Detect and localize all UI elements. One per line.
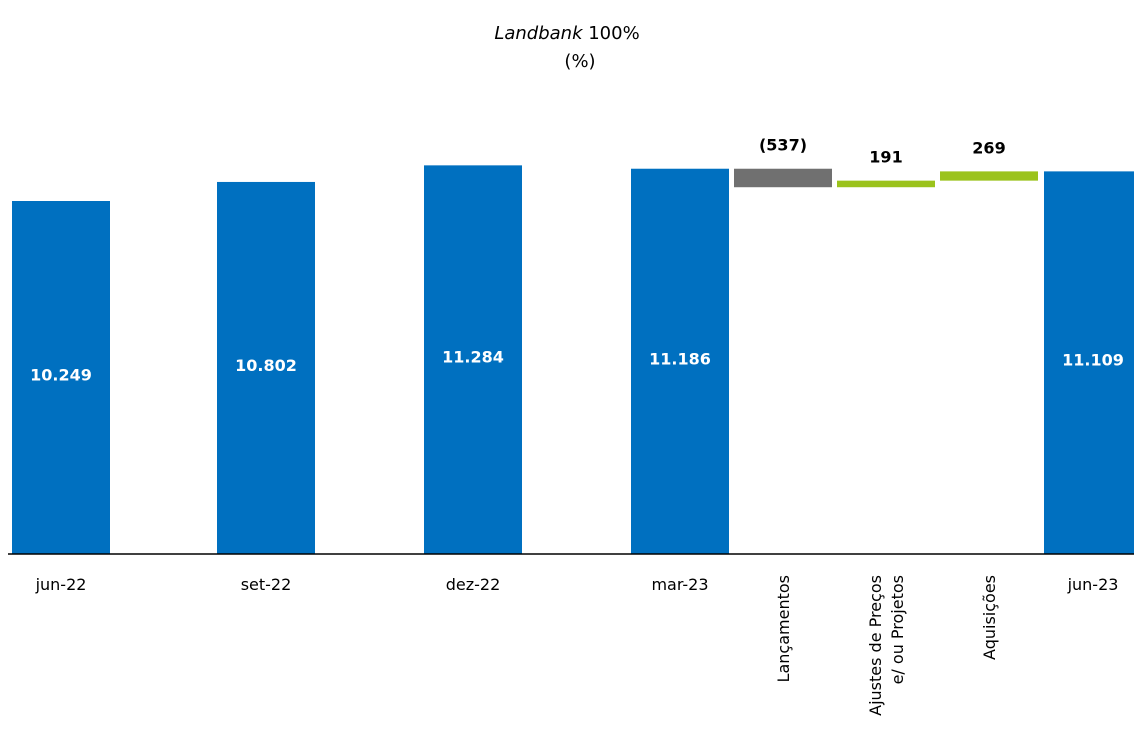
x-tick-label-5-line-1: Lançamentos <box>774 575 793 682</box>
chart-subtitle: (%) <box>564 51 595 72</box>
data-label-3: 11.284 <box>442 348 504 367</box>
data-label-5: (537) <box>759 136 807 155</box>
x-tick-label-2: set-22 <box>241 575 292 594</box>
bars-layer <box>12 165 1134 555</box>
data-label-6: 191 <box>869 148 902 167</box>
x-tick-label-7: Aquisições <box>980 575 999 660</box>
bar-7 <box>940 171 1038 181</box>
chart-title-italic: Landbank <box>494 23 584 44</box>
x-tick-label-6-line-2: e/ ou Projetos <box>888 575 907 684</box>
data-label-8: 11.109 <box>1062 351 1124 370</box>
data-label-1: 10.249 <box>30 366 92 385</box>
data-label-7: 269 <box>972 138 1005 157</box>
bar-3 <box>424 165 522 555</box>
x-tick-label-6: Ajustes de Preços e/ ou Projetos <box>866 575 907 716</box>
x-tick-label-5: Lançamentos <box>774 575 793 682</box>
data-label-2: 10.802 <box>235 356 297 375</box>
chart-title: Landbank 100% <box>494 23 639 44</box>
x-tick-label-8: jun-23 <box>1067 575 1119 594</box>
bar-5 <box>734 168 832 188</box>
x-tick-label-1: jun-22 <box>35 575 87 594</box>
x-tick-label-3: dez-22 <box>446 575 501 594</box>
chart-title-rest: 100% <box>583 23 640 44</box>
data-label-4: 11.186 <box>649 349 711 368</box>
bar-1 <box>12 201 110 554</box>
x-tick-label-4: mar-23 <box>651 575 708 594</box>
bar-8 <box>1044 171 1134 554</box>
x-tick-labels-layer: jun-22 set-22 dez-22 mar-23 Lançamentos Ajust… <box>35 575 1119 716</box>
x-tick-label-6-line-1: Ajustes de Preços <box>866 575 885 716</box>
x-tick-label-7-line-1: Aquisições <box>980 575 999 660</box>
bar-2 <box>217 181 315 554</box>
bar-4 <box>631 168 729 554</box>
data-labels-layer: 10.249 10.802 11.284 11.186 (537) 191 269 11.10… <box>30 136 1124 385</box>
bar-6 <box>837 180 935 188</box>
